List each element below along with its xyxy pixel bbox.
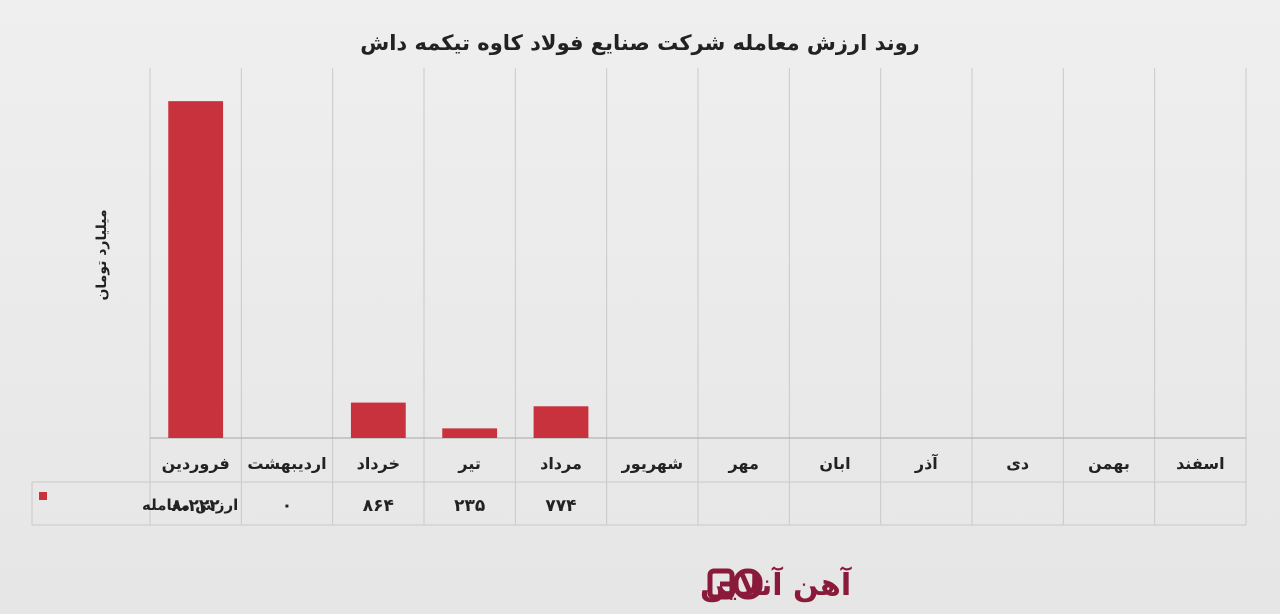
bar-0 [168,101,224,438]
value-label: ۷۷۴ [545,496,576,516]
value-label: ۸،۲۲۲ [172,496,221,516]
value-label: ۸۶۴ [363,496,394,516]
category-label: آذر [914,453,938,473]
value-label: ۰ [282,496,292,516]
chart-title: روند ارزش معامله شرکت صنایع فولاد کاوه ت… [360,31,920,55]
brand-logo: آهن آنلاین [700,566,852,603]
y-axis-label: میلیارد تومان [94,209,110,300]
bars [168,101,589,438]
gridlines [149,68,1247,525]
category-label: تیر [457,454,481,473]
category-label: مهر [727,454,758,473]
brand-name: آهن آنلاین [700,566,852,603]
category-label: خرداد [357,454,400,473]
category-label: ابان [819,454,850,473]
category-label: مرداد [540,454,582,473]
category-label: اردیبهشت [247,454,326,473]
category-label: بهمن [1088,454,1130,473]
legend-swatch [39,492,47,500]
category-label: دی [1006,454,1029,473]
bar-4 [533,406,589,438]
bar-3 [442,428,498,438]
series-name: ارزش معامله [142,496,238,514]
category-label: اسفند [1176,454,1225,473]
data-table: فروردین ۸،۲۲۲ اردیبهشت ۰ خرداد ۸۶۴ تیر ۲۳۵ مرداد… [31,453,1246,526]
value-label: ۲۳۵ [454,496,485,516]
category-label: فروردین [162,454,230,473]
bar-2 [350,402,406,438]
category-label: شهریور [621,454,684,473]
ao-logo-icon [707,568,763,600]
